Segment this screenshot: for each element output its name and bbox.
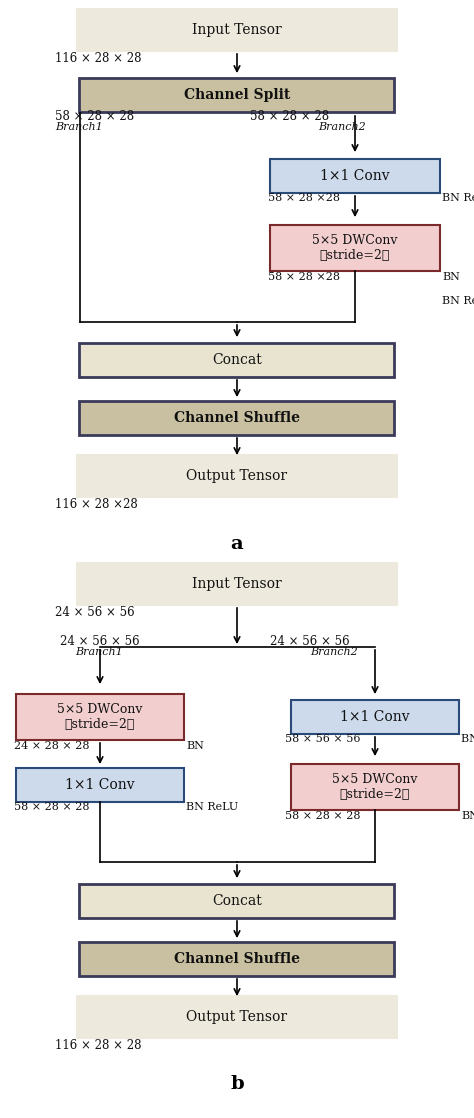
FancyBboxPatch shape <box>77 563 397 605</box>
Text: 1×1 Conv: 1×1 Conv <box>65 778 135 792</box>
Text: 24 × 56 × 56: 24 × 56 × 56 <box>270 635 350 648</box>
Text: 58 × 28 × 28: 58 × 28 × 28 <box>55 110 134 123</box>
FancyBboxPatch shape <box>80 78 394 112</box>
Text: 58 × 28 ×28: 58 × 28 ×28 <box>268 193 340 203</box>
Text: 5×5 DWConv
（stride=2）: 5×5 DWConv （stride=2） <box>57 703 143 731</box>
Text: 58 × 28 × 28: 58 × 28 × 28 <box>14 802 90 812</box>
FancyBboxPatch shape <box>291 764 459 811</box>
Text: 58 × 28 × 28: 58 × 28 × 28 <box>285 811 361 821</box>
Text: Branch2: Branch2 <box>318 122 366 132</box>
Text: Output Tensor: Output Tensor <box>186 468 288 483</box>
Text: BN ReLU: BN ReLU <box>186 802 238 812</box>
Text: 5×5 DWConv
（stride=2）: 5×5 DWConv （stride=2） <box>332 773 418 800</box>
Text: BN: BN <box>442 272 460 282</box>
Text: Output Tensor: Output Tensor <box>186 1010 288 1024</box>
Text: 116 × 28 × 28: 116 × 28 × 28 <box>55 53 142 65</box>
FancyBboxPatch shape <box>77 9 397 51</box>
FancyBboxPatch shape <box>77 996 397 1038</box>
Text: 58 × 56 × 56: 58 × 56 × 56 <box>285 735 361 743</box>
FancyBboxPatch shape <box>80 401 394 435</box>
Text: 58 × 28 × 28: 58 × 28 × 28 <box>250 110 329 123</box>
Text: Input Tensor: Input Tensor <box>192 577 282 591</box>
Text: Channel Shuffle: Channel Shuffle <box>174 411 300 425</box>
FancyBboxPatch shape <box>270 225 440 271</box>
Text: a: a <box>231 536 243 553</box>
Text: BN: BN <box>186 741 204 751</box>
Text: Input Tensor: Input Tensor <box>192 23 282 37</box>
FancyBboxPatch shape <box>291 700 459 735</box>
Text: Branch2: Branch2 <box>310 647 358 657</box>
Text: 24 × 28 × 28: 24 × 28 × 28 <box>14 741 90 751</box>
Text: 24 × 56 × 56: 24 × 56 × 56 <box>60 635 140 648</box>
Text: 116 × 28 × 28: 116 × 28 × 28 <box>55 1039 142 1052</box>
FancyBboxPatch shape <box>16 768 184 802</box>
Text: Concat: Concat <box>212 353 262 367</box>
Text: BN ReLU: BN ReLU <box>461 735 474 743</box>
FancyBboxPatch shape <box>80 942 394 976</box>
Text: b: b <box>230 1076 244 1093</box>
FancyBboxPatch shape <box>77 455 397 498</box>
Text: 5×5 DWConv
（stride=2）: 5×5 DWConv （stride=2） <box>312 234 398 262</box>
Text: Channel Split: Channel Split <box>184 88 290 102</box>
Text: 58 × 28 ×28: 58 × 28 ×28 <box>268 272 340 282</box>
Text: BN ReLU: BN ReLU <box>442 296 474 306</box>
Text: BN: BN <box>461 811 474 821</box>
Text: Concat: Concat <box>212 894 262 908</box>
Text: Channel Shuffle: Channel Shuffle <box>174 953 300 966</box>
Text: Branch1: Branch1 <box>55 122 103 132</box>
Text: 24 × 56 × 56: 24 × 56 × 56 <box>55 606 135 619</box>
Text: 116 × 28 ×28: 116 × 28 ×28 <box>55 498 138 511</box>
Text: BN ReLU: BN ReLU <box>442 193 474 203</box>
FancyBboxPatch shape <box>80 343 394 377</box>
Text: 1×1 Conv: 1×1 Conv <box>320 169 390 183</box>
FancyBboxPatch shape <box>80 884 394 918</box>
FancyBboxPatch shape <box>16 694 184 740</box>
Text: 1×1 Conv: 1×1 Conv <box>340 710 410 724</box>
FancyBboxPatch shape <box>270 159 440 193</box>
Text: Branch1: Branch1 <box>75 647 123 657</box>
